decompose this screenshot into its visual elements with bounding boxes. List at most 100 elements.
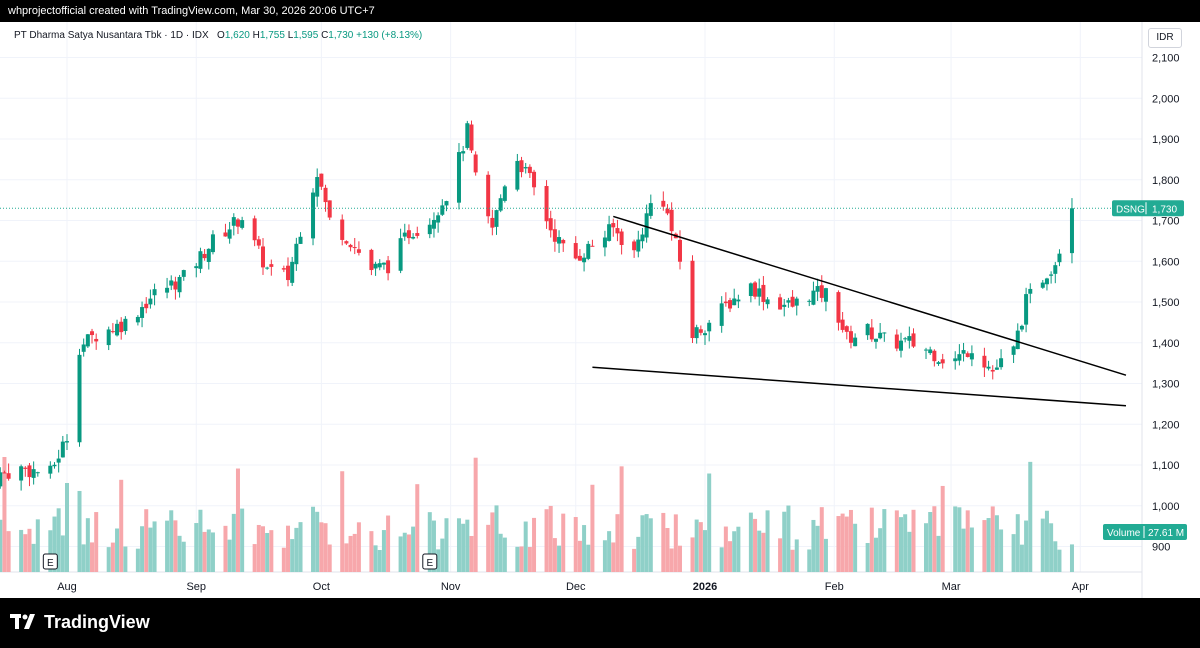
candle-body [840,319,845,330]
volume-bar [206,529,211,572]
volume-bar [290,539,295,572]
volume-bar [636,536,641,572]
candle-body [765,299,770,305]
legend-close-label: C [321,30,329,41]
volume-bar [573,517,578,572]
candle-body [377,263,382,268]
volume-bar [590,484,595,572]
y-tick-label: 1,500 [1152,297,1180,309]
candle-body [815,286,820,292]
volume-bar [286,525,291,572]
candle-body [965,353,970,357]
candle-body [31,469,36,478]
price-tag-value: 1,730 [1152,204,1177,215]
volume-bar [732,531,737,572]
candle-body [819,285,824,298]
candle-body [327,200,332,218]
volume-bar [757,530,762,572]
candle-body [873,338,878,342]
footer-bar: TradingView [0,598,1200,648]
candle-body [140,307,145,318]
volume-bar [848,509,853,572]
y-tick-label: 2,100 [1152,53,1180,65]
candle-body [23,467,28,469]
candle-body [298,236,303,244]
candle-body [757,288,762,297]
volume-bar [194,523,199,572]
volume-bar [81,544,86,572]
dividend-marker-label: E [47,558,54,569]
candle-body [940,359,945,364]
volume-bar [561,513,566,572]
volume-bar [532,517,537,572]
volume-bar [1069,544,1074,572]
volume-bar [402,532,407,572]
candle-body [415,233,420,236]
volume-bar [557,545,562,572]
candle-body [607,224,612,241]
volume-bar [719,547,724,572]
candle-body [386,260,391,274]
volume-bar [260,526,265,572]
candle-body [1040,282,1045,288]
candle-body [882,332,887,334]
candle-body [319,173,324,187]
volume-bar [1028,461,1033,572]
volume-bar [177,535,182,572]
volume-bar [110,542,115,572]
candle-body [465,123,470,148]
volume-bar [615,514,620,572]
volume-bar [48,530,53,572]
candle-body [982,355,987,368]
currency-button[interactable]: IDR [1148,28,1182,48]
candle-body [311,192,316,239]
volume-bar [298,522,303,572]
chart-frame: 2,100 2,000 1,900 1,800 1,700 1,600 1,500 1,400… [0,22,1200,598]
candle-body [252,218,257,241]
price-chart[interactable]: 2,100 2,000 1,900 1,800 1,700 1,600 1,500 1,400… [0,22,1200,598]
candle-body [381,262,386,265]
volume-bar [907,531,912,572]
x-tick-label: Mar [942,581,961,593]
volume-bar [256,524,261,572]
candle-body [177,276,182,293]
x-tick-label: Aug [57,581,77,593]
candle-body [786,300,791,303]
volume-bar [173,520,178,572]
volume-bar [106,547,111,572]
candle-body [119,321,124,333]
candle-body [707,322,712,332]
volume-bar [761,532,766,572]
candle-body [281,268,286,270]
candle-body [411,236,416,239]
candle-body [761,284,766,302]
volume-bar [461,523,466,572]
candle-body [152,289,157,296]
volume-bar [707,473,712,572]
legend-low-label: L [287,30,294,41]
candle-body [694,327,699,339]
candle-body [444,201,449,206]
volume-bar [690,537,695,572]
candle-body [807,300,812,302]
candle-body [198,251,203,269]
candle-body [899,340,903,351]
candle-body [194,266,199,269]
volume-bar [552,538,557,572]
volume-bar [427,512,432,572]
candle-body [848,331,853,343]
candle-body [344,241,349,244]
candle-body [406,230,411,239]
volume-bar [352,533,357,572]
volume-bar [894,510,899,572]
legend-close: 1,730 [328,30,354,41]
candle-body [498,198,503,211]
candle-body [644,213,649,238]
volume-bar [386,515,391,572]
candle-body [169,280,174,286]
price-tag-symbol: DSNG [1116,204,1145,215]
volume-bar [281,547,286,572]
candle-body [65,441,69,443]
candle-body [552,229,557,242]
volume-bar [661,512,666,572]
